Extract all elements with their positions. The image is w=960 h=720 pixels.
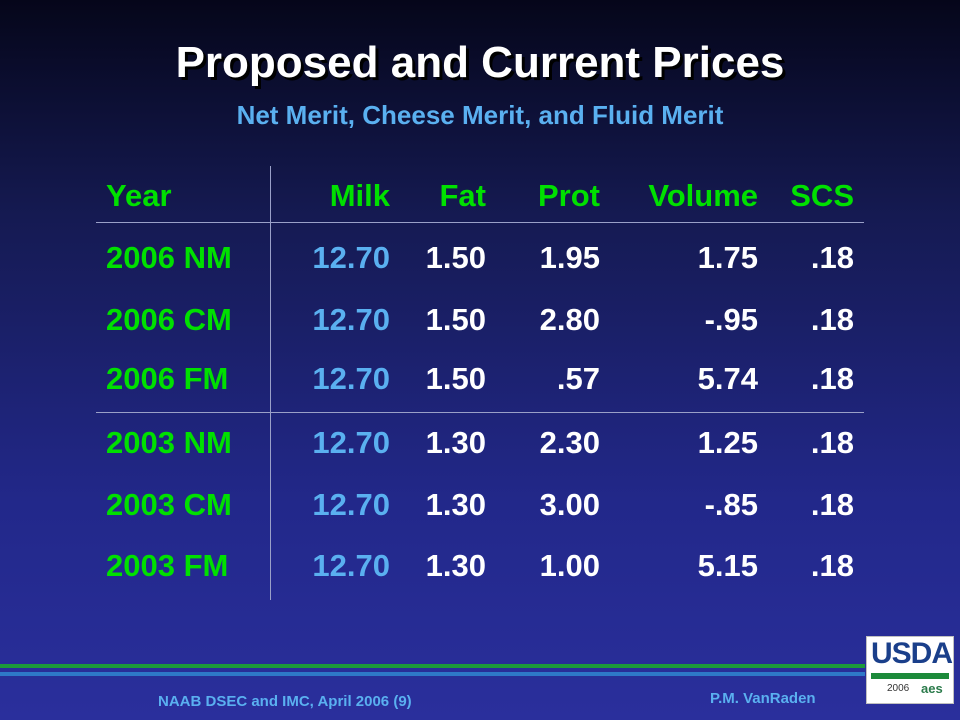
cell-milk: 12.70 [312,548,390,583]
header-prot: Prot [538,178,600,213]
cell-prot: 1.95 [539,240,600,275]
table-vertical-divider [270,166,271,600]
cell-scs: .18 [810,487,854,522]
cell-volume: 1.75 [697,240,758,275]
cell-fat: 1.30 [425,487,486,522]
cell-milk: 12.70 [312,361,390,396]
logo-text: USDA [871,637,953,670]
header-year: Year [106,178,172,213]
cell-volume: 5.15 [697,548,758,583]
cell-scs: .18 [810,240,854,275]
logo-bar [871,673,949,679]
cell-prot: 3.00 [539,487,600,522]
cell-volume: -.85 [704,487,758,522]
cell-prot: .57 [556,361,600,396]
cell-milk: 12.70 [312,302,390,337]
header-scs: SCS [790,178,854,213]
cell-scs: .18 [810,425,854,460]
cell-fat: 1.30 [425,548,486,583]
cell-year: 2006 NM [106,240,232,275]
header-volume: Volume [648,178,758,213]
footer-left-text: NAAB DSEC and IMC, April 2006 (9) [158,693,412,710]
header-milk: Milk [329,178,390,213]
cell-fat: 1.50 [425,240,486,275]
cell-year: 2006 FM [106,361,229,396]
footer-divider-green [0,664,865,668]
cell-scs: .18 [810,361,854,396]
logo-year: 2006 [887,683,910,694]
usda-logo: USDA 2006 aes [866,636,954,704]
slide-subtitle: Net Merit, Cheese Merit, and Fluid Merit [236,100,724,130]
cell-milk: 12.70 [312,240,390,275]
footer-divider-blue [0,672,865,676]
cell-fat: 1.30 [425,425,486,460]
cell-milk: 12.70 [312,425,390,460]
cell-volume: -.95 [704,302,758,337]
table-group-divider [96,412,864,413]
cell-year: 2006 CM [106,302,232,337]
cell-scs: .18 [810,302,854,337]
cell-volume: 1.25 [697,425,758,460]
cell-scs: .18 [810,548,854,583]
table-header-divider [96,222,864,223]
cell-year: 2003 CM [106,487,232,522]
cell-year: 2003 NM [106,425,232,460]
footer-right-text: P.M. VanRaden [710,690,816,707]
cell-prot: 2.80 [539,302,600,337]
cell-prot: 2.30 [539,425,600,460]
cell-milk: 12.70 [312,487,390,522]
cell-fat: 1.50 [425,302,486,337]
cell-year: 2003 FM [106,548,229,583]
cell-fat: 1.50 [425,361,486,396]
slide-title: Proposed and Current Prices [175,38,785,87]
header-fat: Fat [439,178,487,213]
cell-prot: 1.00 [539,548,600,583]
cell-volume: 5.74 [697,361,758,396]
aes-logo-icon: aes [921,681,943,696]
